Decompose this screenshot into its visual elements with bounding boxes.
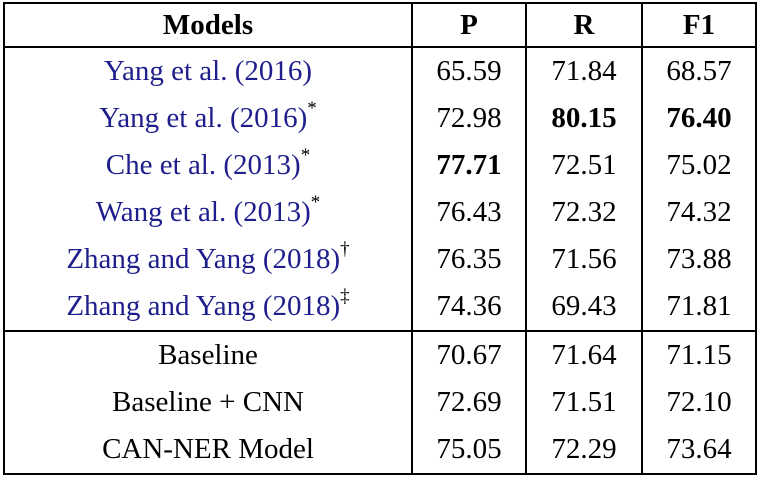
f1-cell: 71.81 xyxy=(641,282,756,331)
r-cell: 71.51 xyxy=(525,378,642,426)
header-row: Models P R F1 xyxy=(4,3,756,48)
f1-cell: 72.10 xyxy=(641,378,756,426)
citation-link[interactable]: Zhang and Yang (2018) xyxy=(66,242,341,275)
table-row: Baseline 70.67 71.64 71.15 xyxy=(4,329,756,379)
f1-cell: 73.64 xyxy=(641,425,756,474)
table-row: Zhang and Yang (2018)† 76.35 71.56 73.88 xyxy=(4,235,756,283)
r-cell: 72.32 xyxy=(525,188,642,236)
r-cell: 71.84 xyxy=(525,47,642,96)
model-cell: Baseline + CNN xyxy=(4,379,412,426)
col-header-r: R xyxy=(525,3,642,48)
model-cell: Yang et al. (2016)* xyxy=(4,95,412,142)
our-models-section: Baseline 70.67 71.64 71.15 Baseline + CN… xyxy=(4,329,756,474)
model-label: Baseline + CNN xyxy=(112,385,304,418)
cited-models-section: Yang et al. (2016) 65.59 71.84 68.57 Yan… xyxy=(4,47,756,331)
citation-link[interactable]: Yang et al. (2016) xyxy=(103,55,313,88)
model-cell: CAN-NER Model xyxy=(4,426,412,474)
table-row: Yang et al. (2016)* 72.98 80.15 76.40 xyxy=(4,95,756,143)
model-cell: Baseline xyxy=(4,329,412,379)
p-cell: 72.69 xyxy=(411,378,526,426)
superscript-marker: ‡ xyxy=(340,285,350,307)
col-header-models: Models xyxy=(4,3,412,48)
r-cell: 71.56 xyxy=(525,235,642,283)
superscript-marker: * xyxy=(307,98,317,120)
model-cell: Wang et al. (2013)* xyxy=(4,189,412,236)
p-cell: 75.05 xyxy=(411,425,526,474)
f1-cell: 68.57 xyxy=(641,47,756,96)
citation-link[interactable]: Zhang and Yang (2018) xyxy=(66,289,341,322)
superscript-marker: * xyxy=(300,145,311,167)
table-row: Wang et al. (2013)* 76.43 72.32 74.32 xyxy=(4,188,756,236)
table-header: Models P R F1 xyxy=(4,3,756,48)
f1-cell: 74.32 xyxy=(641,188,756,236)
p-cell: 76.43 xyxy=(411,188,526,236)
table-row: Zhang and Yang (2018)‡ 74.36 69.43 71.81 xyxy=(4,282,756,331)
p-cell: 76.35 xyxy=(411,235,526,283)
col-header-f1: F1 xyxy=(641,3,756,48)
p-cell: 74.36 xyxy=(411,282,526,331)
citation-link[interactable]: Che et al. (2013) xyxy=(105,148,301,181)
col-header-p: P xyxy=(411,3,526,48)
p-cell: 65.59 xyxy=(411,47,526,96)
citation-link[interactable]: Yang et al. (2016) xyxy=(99,102,308,135)
superscript-marker: † xyxy=(340,238,350,260)
f1-cell: 71.15 xyxy=(641,329,756,379)
table-row: Che et al. (2013)* 77.71 72.51 75.02 xyxy=(4,142,756,189)
table-row: CAN-NER Model 75.05 72.29 73.64 xyxy=(4,425,756,474)
p-cell: 77.71 xyxy=(411,142,526,189)
model-cell: Zhang and Yang (2018)† xyxy=(4,236,412,283)
p-cell: 70.67 xyxy=(411,329,526,379)
f1-cell: 75.02 xyxy=(641,142,756,189)
model-label: CAN-NER Model xyxy=(102,432,314,465)
f1-cell: 76.40 xyxy=(641,95,756,143)
table-row: Baseline + CNN 72.69 71.51 72.10 xyxy=(4,378,756,426)
r-cell: 72.51 xyxy=(525,142,642,189)
results-table: Models P R F1 Yang et al. (2016) 65.59 7… xyxy=(3,2,757,475)
r-cell: 69.43 xyxy=(525,282,642,331)
model-label: Baseline xyxy=(158,338,258,371)
citation-link[interactable]: Wang et al. (2013) xyxy=(95,195,311,228)
f1-cell: 73.88 xyxy=(641,235,756,283)
superscript-marker: * xyxy=(310,192,321,214)
r-cell: 71.64 xyxy=(525,329,642,379)
model-cell: Yang et al. (2016) xyxy=(4,47,412,95)
r-cell: 72.29 xyxy=(525,425,642,474)
r-cell: 80.15 xyxy=(525,95,642,143)
model-cell: Che et al. (2013)* xyxy=(4,142,412,189)
table-row: Yang et al. (2016) 65.59 71.84 68.57 xyxy=(4,47,756,96)
p-cell: 72.98 xyxy=(411,95,526,143)
model-cell: Zhang and Yang (2018)‡ xyxy=(4,282,412,330)
